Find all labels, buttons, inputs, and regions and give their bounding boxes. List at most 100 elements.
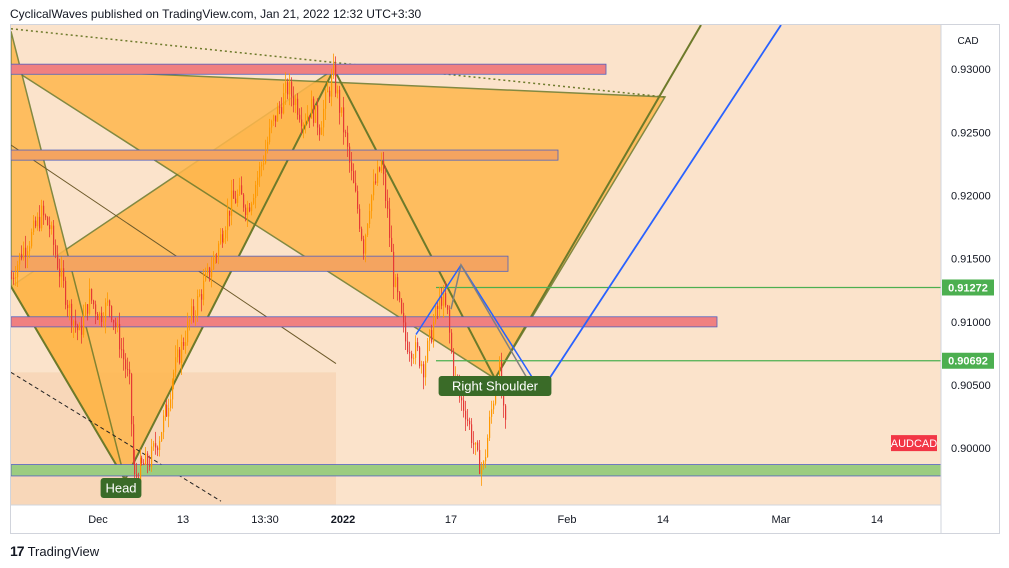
tradingview-logo-icon: 17 bbox=[10, 543, 25, 559]
candle-body bbox=[69, 303, 71, 309]
candle-body bbox=[413, 357, 415, 359]
candle-body bbox=[53, 225, 55, 245]
chart-panel[interactable]: Head Right Shoulder AUDCAD CAD 0.90000 0.905… bbox=[10, 24, 1000, 534]
candle-body bbox=[269, 127, 271, 142]
candle-body bbox=[445, 293, 447, 306]
candle-body bbox=[355, 182, 357, 192]
candle-body bbox=[220, 234, 222, 244]
candle-body bbox=[435, 305, 437, 323]
candle-body bbox=[121, 349, 123, 351]
candle-body bbox=[216, 255, 218, 257]
candle-body bbox=[241, 185, 243, 195]
candle-body bbox=[67, 304, 69, 309]
candle-body bbox=[481, 465, 483, 474]
candle-body bbox=[405, 322, 407, 342]
candle-body bbox=[381, 160, 383, 171]
candle-body bbox=[239, 185, 241, 195]
candle-body bbox=[499, 361, 501, 390]
candle-body bbox=[173, 372, 175, 382]
candle-body bbox=[393, 251, 395, 287]
right-shoulder-label: Right Shoulder bbox=[438, 376, 552, 396]
candle-body bbox=[417, 342, 419, 348]
candle-body bbox=[168, 407, 170, 417]
candle-body bbox=[229, 210, 231, 216]
price-tick-label: 0.93000 bbox=[951, 64, 991, 76]
level-price-label-0: 0.91272 bbox=[948, 282, 988, 294]
candle-body bbox=[123, 349, 125, 360]
candle-body bbox=[195, 315, 197, 317]
candle-body bbox=[297, 98, 299, 115]
time-axis[interactable]: Dec 13 13:30 2022 17 Feb 14 Mar 14 bbox=[11, 504, 941, 526]
price-chart[interactable]: Head Right Shoulder AUDCAD CAD 0.90000 0.905… bbox=[11, 25, 999, 533]
candle-body bbox=[271, 120, 273, 128]
candle-body bbox=[367, 223, 369, 235]
candle-body bbox=[427, 340, 429, 361]
candle-body bbox=[313, 98, 315, 123]
candle-body bbox=[170, 399, 172, 408]
candle-body bbox=[453, 351, 455, 381]
candle-body bbox=[49, 225, 51, 230]
zone-0 bbox=[11, 63, 607, 75]
candle-body bbox=[111, 306, 113, 320]
price-axis[interactable]: CAD 0.90000 0.90500 0.91000 0.91500 0.92000 0.… bbox=[940, 25, 994, 533]
candle-body bbox=[57, 254, 59, 269]
candle-body bbox=[335, 64, 337, 94]
publisher-header: CyclicalWaves published on TradingView.c… bbox=[10, 7, 422, 21]
candle-body bbox=[119, 323, 121, 350]
candle-body bbox=[215, 255, 217, 258]
candle-body bbox=[339, 89, 341, 113]
candle-body bbox=[35, 220, 37, 227]
shaded-region bbox=[11, 372, 336, 505]
candle-body bbox=[191, 306, 193, 320]
candle-body bbox=[321, 127, 323, 135]
candle-body bbox=[301, 119, 303, 127]
candle-body bbox=[165, 404, 167, 416]
candle-body bbox=[319, 127, 321, 135]
time-tick-label: 14 bbox=[871, 514, 883, 526]
candle-body bbox=[353, 170, 355, 183]
candle-body bbox=[347, 132, 349, 147]
candle-body bbox=[287, 82, 289, 95]
candle-body bbox=[41, 205, 43, 229]
plot-area[interactable]: Head Right Shoulder AUDCAD bbox=[11, 25, 941, 505]
candle-body bbox=[441, 296, 443, 306]
candle-body bbox=[81, 325, 83, 335]
candle-body bbox=[365, 234, 367, 254]
tradingview-brand: TradingView bbox=[27, 543, 100, 559]
candle-body bbox=[95, 304, 97, 315]
candle-body bbox=[409, 352, 411, 354]
candle-body bbox=[295, 98, 297, 106]
candle-body bbox=[261, 164, 263, 167]
candle-body bbox=[105, 302, 107, 322]
candle-body bbox=[407, 341, 409, 353]
level-price-label-1: 0.90692 bbox=[948, 356, 988, 368]
candle-body bbox=[47, 217, 49, 226]
tradingview-footer[interactable]: 17 TradingView bbox=[10, 541, 99, 561]
candle-body bbox=[369, 211, 371, 224]
candle-body bbox=[379, 167, 381, 171]
candle-body bbox=[485, 457, 487, 462]
candle-body bbox=[99, 312, 101, 320]
right-shoulder-label-text: Right Shoulder bbox=[452, 379, 539, 394]
dashed-trendline bbox=[11, 371, 222, 502]
right-shoulder-triangle bbox=[11, 67, 667, 380]
head-label: Head bbox=[100, 478, 142, 498]
candle-body bbox=[333, 64, 335, 76]
candle-body bbox=[107, 300, 109, 303]
candle-body bbox=[255, 184, 257, 199]
candle-body bbox=[166, 404, 168, 417]
candle-body bbox=[187, 321, 189, 343]
candle-body bbox=[203, 280, 205, 300]
candle-body bbox=[311, 98, 313, 119]
candle-body bbox=[141, 457, 143, 464]
candle-body bbox=[373, 181, 375, 196]
candle-body bbox=[209, 267, 211, 278]
head-label-text: Head bbox=[105, 481, 136, 496]
candle-body bbox=[465, 410, 467, 420]
candle-body bbox=[469, 420, 471, 425]
currency-label: CAD bbox=[957, 36, 978, 47]
candle-body bbox=[323, 108, 325, 128]
candle-body bbox=[467, 419, 469, 421]
candle-body bbox=[305, 122, 307, 126]
zone-2 bbox=[11, 255, 509, 272]
